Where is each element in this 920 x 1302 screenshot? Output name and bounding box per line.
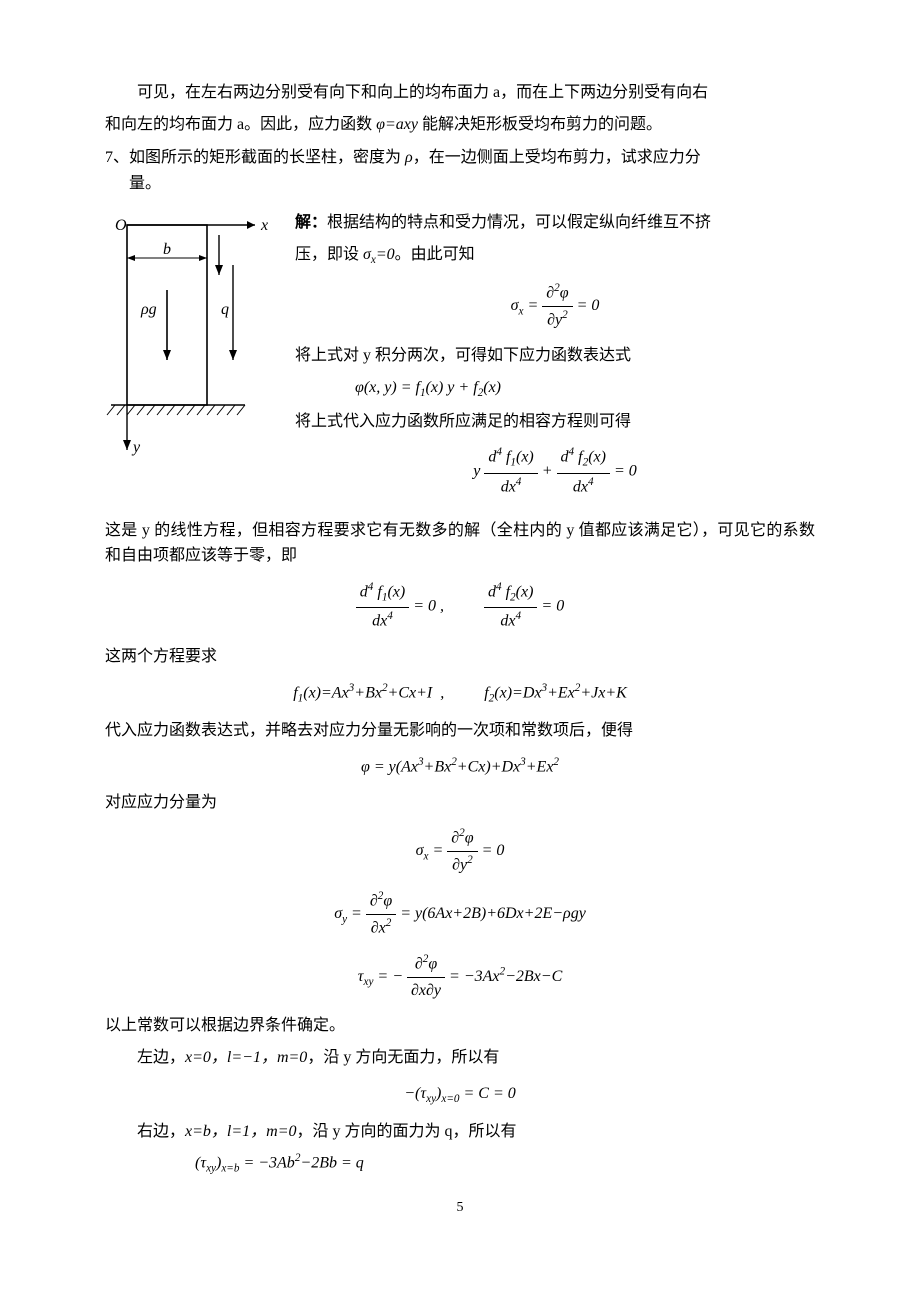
t6: 代入应力函数表达式，并略去对应力分量无影响的一次项和常数项后，便得 [105, 718, 815, 744]
sigx0: σx=0 [363, 246, 395, 263]
intro-phi: φ=axy [376, 116, 418, 133]
intro-line2-post: 能解决矩形板受均布剪力的问题。 [418, 116, 662, 133]
figure: O x b ρg [105, 210, 275, 479]
problem-statement: 7、如图所示的矩形截面的长坚柱，密度为 ρ，在一边侧面上受均布剪力，试求应力分 … [105, 145, 815, 196]
eq5: f1(x)=Ax3+Bx2+Cx+I , f2(x)=Dx3+Ex2+Jx+K [105, 680, 815, 708]
solution-side: 解：根据结构的特点和受力情况，可以假定纵向纤维互不挤 压，即设 σx=0。由此可… [295, 210, 815, 509]
column-diagram: O x b ρg [105, 210, 275, 470]
solution-line1b: 压，即设 σx=0。由此可知 [295, 242, 815, 270]
problem-text-b: ，在一边侧面上受均布剪力，试求应力分 [413, 149, 701, 166]
s1a: 根据结构的特点和受力情况，可以假定纵向纤维互不挤 [327, 214, 711, 231]
eq7: σx = ∂2φ ∂y2 = 0 [105, 825, 815, 878]
t9-post: ，沿 y 方向无面力，所以有 [307, 1049, 499, 1066]
problem-rho: ρ [405, 149, 413, 166]
t7: 对应应力分量为 [105, 790, 815, 816]
label-x: x [260, 217, 268, 234]
label-y: y [131, 439, 141, 456]
problem-text-c: 量。 [129, 175, 161, 192]
s1c: 。由此可知 [395, 246, 475, 263]
problem-text-a: 如图所示的矩形截面的长坚柱，密度为 [129, 149, 405, 166]
eq8: σy = ∂2φ ∂x2 = y(6Ax+2B)+6Dx+2E−ρgy [105, 888, 815, 941]
t4: 这是 y 的线性方程，但相容方程要求它有无数多的解（全柱内的 y 值都应该满足它… [105, 518, 815, 569]
intro-line2-pre: 和向左的均布面力 a。因此，应力函数 [105, 116, 376, 133]
eq9: τxy = − ∂2φ ∂x∂y = −3Ax2−2Bx−C [105, 951, 815, 1004]
t9-cond: x=0，l=−1，m=0 [185, 1049, 307, 1066]
t2: 将上式对 y 积分两次，可得如下应力函数表达式 [295, 343, 815, 369]
label-q: q [221, 301, 229, 318]
intro-line1: 可见，在左右两边分别受有向下和向上的均布面力 a，而在上下两边分别受有向右 [105, 80, 815, 106]
solution-jie: 解： [295, 214, 327, 231]
solution-line1: 解：根据结构的特点和受力情况，可以假定纵向纤维互不挤 [295, 210, 815, 236]
figure-and-solution: O x b ρg [105, 210, 815, 509]
label-O: O [115, 217, 127, 234]
t10-cond: x=b，l=1，m=0 [185, 1123, 297, 1140]
t10: 右边，x=b，l=1，m=0，沿 y 方向的面力为 q，所以有 [105, 1119, 815, 1145]
label-b: b [163, 241, 171, 258]
eq6: φ = y(Ax3+Bx2+Cx)+Dx3+Ex2 [105, 754, 815, 780]
t5: 这两个方程要求 [105, 644, 815, 670]
t10-post: ，沿 y 方向的面力为 q，所以有 [297, 1123, 517, 1140]
eq3: y d4 f1(x) dx4 + d4 f2(x) dx4 = 0 [295, 444, 815, 499]
t9-pre: 左边， [137, 1049, 185, 1066]
label-rhog: ρg [140, 301, 157, 318]
page: 可见，在左右两边分别受有向下和向上的均布面力 a，而在上下两边分别受有向右 和向… [0, 0, 920, 1302]
t10-pre: 右边， [137, 1123, 185, 1140]
eq1: σx = ∂2φ ∂y2 = 0 [295, 280, 815, 333]
s1b: 压，即设 [295, 246, 363, 263]
t9: 左边，x=0，l=−1，m=0，沿 y 方向无面力，所以有 [105, 1045, 815, 1071]
problem-number: 7、 [105, 149, 129, 166]
eq11: (τxy)x=b = −3Ab2−2Bb = q [105, 1150, 815, 1178]
eq10: −(τxy)x=0 = C = 0 [105, 1081, 815, 1109]
eq4: d4 f1(x) dx4 = 0 , d4 f2(x) dx4 = 0 [105, 579, 815, 634]
intro-line2: 和向左的均布面力 a。因此，应力函数 φ=axy 能解决矩形板受均布剪力的问题。 [105, 112, 815, 138]
page-number: 5 [105, 1197, 815, 1219]
t8: 以上常数可以根据边界条件确定。 [105, 1013, 815, 1039]
eq2: φ(x, y) = f1(x) y + f2(x) [295, 375, 815, 403]
t3: 将上式代入应力函数所应满足的相容方程则可得 [295, 409, 815, 435]
